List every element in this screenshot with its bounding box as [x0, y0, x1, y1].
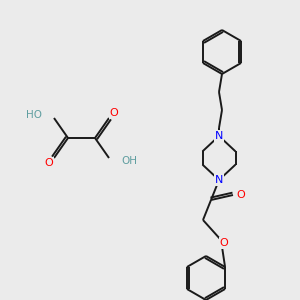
Text: O: O — [110, 108, 118, 118]
Text: OH: OH — [121, 156, 137, 166]
Text: O: O — [45, 158, 53, 168]
Text: N: N — [215, 131, 223, 141]
Text: N: N — [215, 175, 223, 185]
Text: O: O — [237, 190, 245, 200]
Text: HO: HO — [26, 110, 42, 120]
Text: O: O — [220, 238, 228, 248]
